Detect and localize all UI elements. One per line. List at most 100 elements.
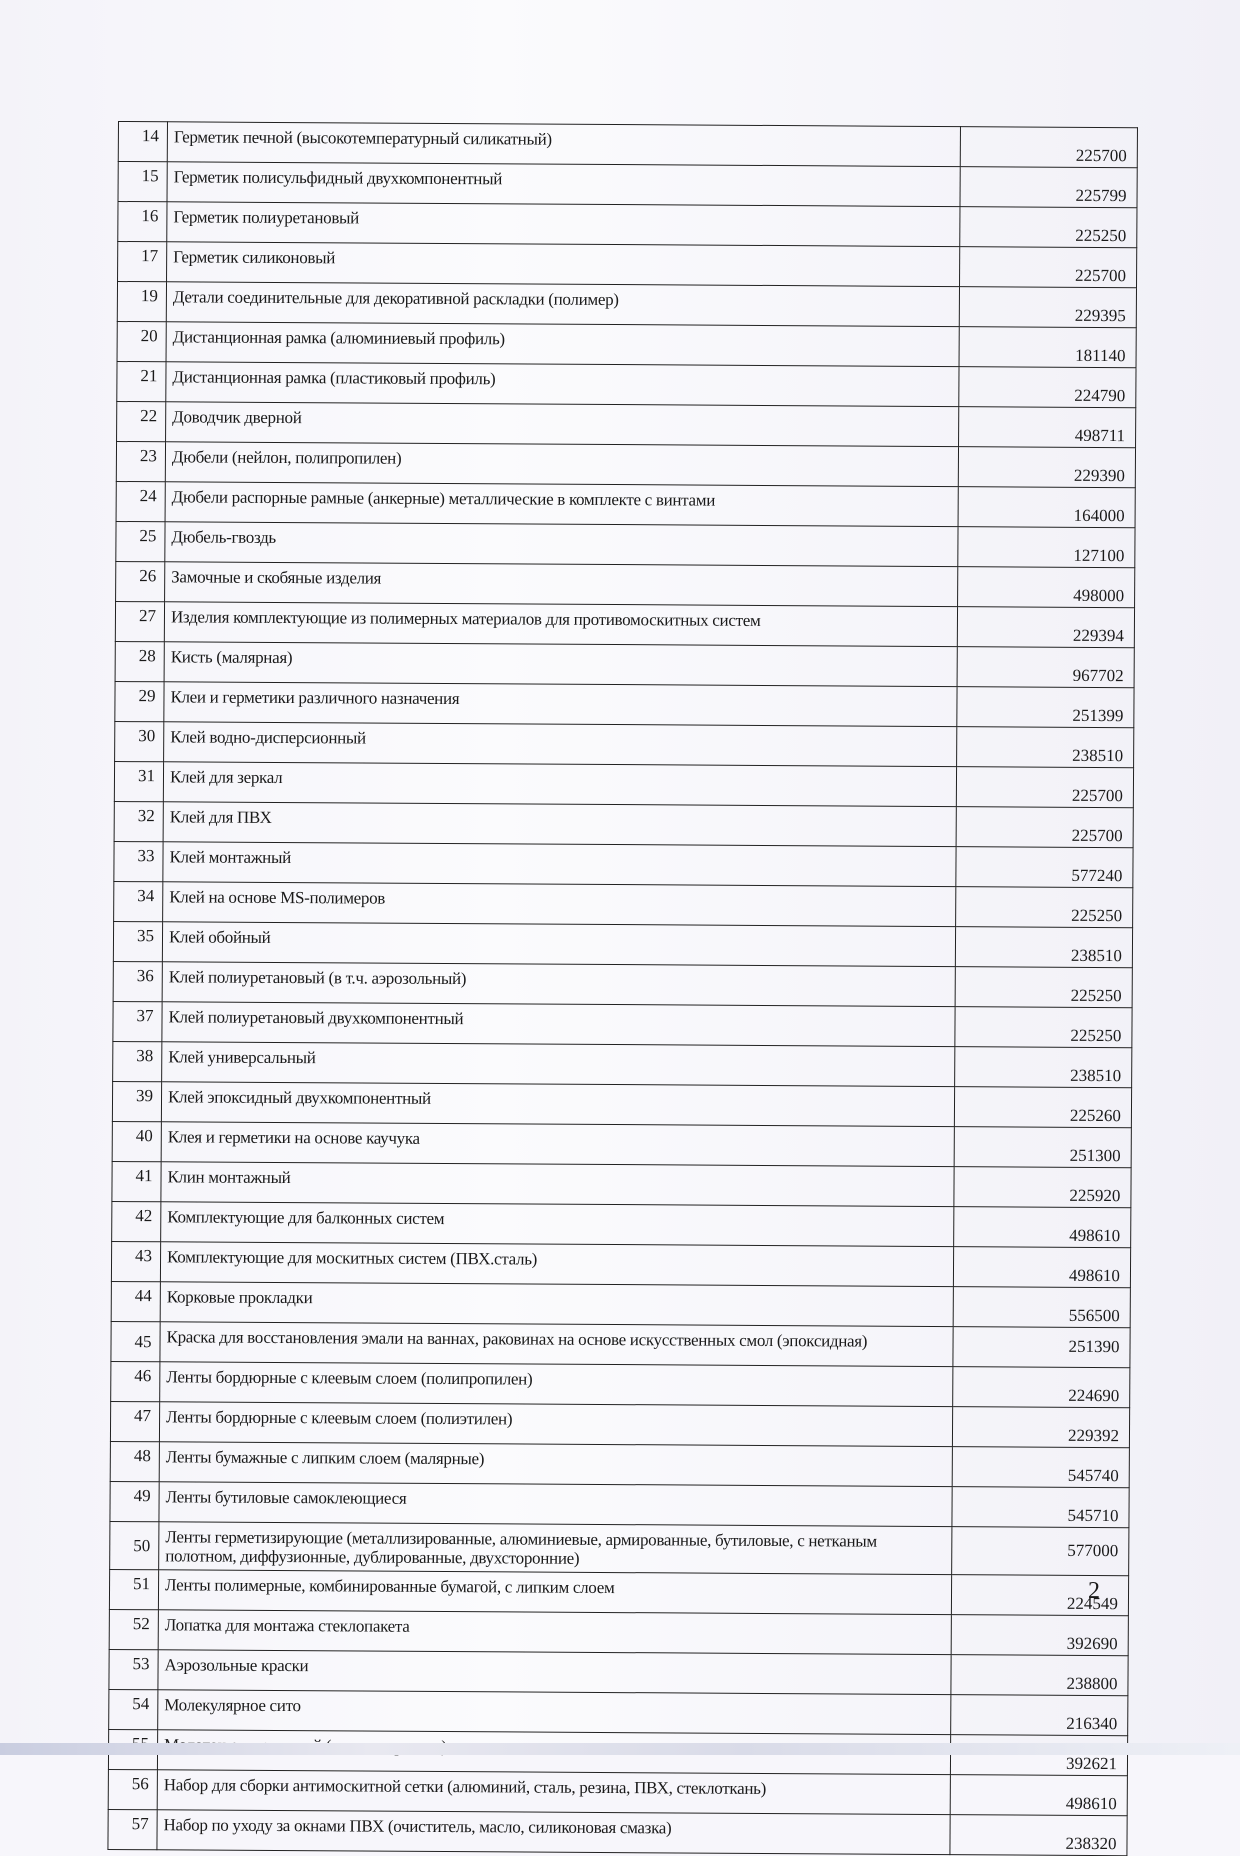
item-value: 225700 bbox=[956, 766, 1134, 808]
table-row: 31 Клей для зеркал 225700 bbox=[114, 761, 1134, 808]
row-number: 39 bbox=[112, 1081, 162, 1122]
item-value: 225250 bbox=[954, 1006, 1133, 1048]
row-number: 24 bbox=[116, 481, 166, 522]
item-name: Клей водно-дисперсионный bbox=[163, 721, 957, 767]
item-value: 251390 bbox=[952, 1326, 1131, 1368]
table-row: 54 Молекулярное сито 216340 bbox=[108, 1689, 1128, 1736]
table-row: 28 Кисть (малярная) 967702 bbox=[115, 641, 1135, 688]
item-value: 392690 bbox=[951, 1614, 1129, 1656]
item-name: Лопатка для монтажа стеклопакета bbox=[158, 1609, 952, 1655]
table-row: 34 Клей на основе MS-полимеров 225250 bbox=[113, 881, 1133, 928]
table-row: 33 Клей монтажный 577240 bbox=[113, 841, 1134, 888]
item-name: Клин монтажный bbox=[160, 1161, 955, 1207]
row-number: 21 bbox=[116, 361, 167, 402]
item-value: 238510 bbox=[956, 726, 1134, 768]
item-name: Детали соединительные для декоративной р… bbox=[166, 281, 960, 327]
table-row: 27 Изделия комплектующие из полимерных ма… bbox=[115, 601, 1135, 648]
item-name: Ленты бордюрные с клеевым слоем (полипро… bbox=[159, 1361, 953, 1407]
item-value: 225260 bbox=[954, 1086, 1132, 1128]
row-number: 40 bbox=[112, 1121, 162, 1162]
item-value: 498610 bbox=[953, 1206, 1131, 1248]
row-number: 54 bbox=[108, 1689, 158, 1730]
item-name: Краска для восстановления эмали на ванна… bbox=[159, 1321, 954, 1367]
item-value: 229395 bbox=[959, 286, 1137, 328]
row-number: 56 bbox=[108, 1769, 158, 1810]
item-name: Дистанционная рамка (алюминиевый профиль… bbox=[166, 321, 960, 367]
item-name: Ленты полимерные, комбинированные бумаго… bbox=[158, 1569, 952, 1615]
item-name: Клей для зеркал bbox=[163, 761, 957, 807]
item-name: Клей на основе MS-полимеров bbox=[162, 881, 956, 927]
row-number: 45 bbox=[110, 1321, 161, 1362]
table-row: 40 Клея и герметики на основе каучука 2513… bbox=[112, 1121, 1132, 1168]
item-name: Герметик силиконовый bbox=[166, 241, 960, 287]
row-number: 22 bbox=[116, 401, 166, 442]
table-row: 49 Ленты бутиловые самоклеющиеся 545710 bbox=[109, 1481, 1130, 1528]
row-number: 43 bbox=[111, 1241, 161, 1282]
row-number: 46 bbox=[110, 1361, 160, 1402]
row-number: 26 bbox=[115, 561, 165, 602]
row-number: 20 bbox=[117, 321, 167, 362]
item-value: 225700 bbox=[956, 806, 1134, 848]
item-value: 251300 bbox=[954, 1126, 1132, 1168]
table-row: 45 Краска для восстановления эмали на ван… bbox=[110, 1321, 1131, 1368]
table-row: 17 Герметик силиконовый 225700 bbox=[117, 241, 1137, 288]
item-name: Изделия комплектующие из полимерных мате… bbox=[164, 601, 958, 647]
table-row: 32 Клей для ПВХ 225700 bbox=[114, 801, 1134, 848]
row-number: 31 bbox=[114, 761, 164, 802]
table-row: 21 Дистанционная рамка (пластиковый профи… bbox=[116, 361, 1137, 408]
item-value: 225799 bbox=[959, 166, 1138, 208]
item-value: 225250 bbox=[959, 206, 1137, 248]
item-value: 545740 bbox=[952, 1446, 1130, 1488]
item-name: Замочные и скобяные изделия bbox=[164, 561, 958, 607]
row-number: 49 bbox=[109, 1481, 160, 1522]
item-value: 225920 bbox=[953, 1166, 1132, 1208]
table-row: 42 Комплектующие для балконных систем 4986… bbox=[111, 1201, 1131, 1248]
table-row: 48 Ленты бумажные с липким слоем (малярны… bbox=[110, 1441, 1130, 1488]
table-row: 26 Замочные и скобяные изделия 498000 bbox=[115, 561, 1135, 608]
table-row: 44 Корковые прокладки 556500 bbox=[111, 1281, 1131, 1328]
item-value: 577240 bbox=[955, 846, 1134, 888]
item-value: 225700 bbox=[959, 246, 1137, 288]
table-row: 41 Клин монтажный 225920 bbox=[111, 1161, 1132, 1208]
table-row: 23 Дюбели (нейлон, полипропилен) 229390 bbox=[116, 441, 1136, 488]
item-name: Герметик печной (высокотемпературный сил… bbox=[167, 121, 961, 167]
table-row: 14 Герметик печной (высокотемпературный с… bbox=[118, 121, 1138, 168]
item-name: Ленты бутиловые самоклеющиеся bbox=[158, 1481, 953, 1527]
table-row: 51 Ленты полимерные, комбинированные бума… bbox=[109, 1569, 1129, 1616]
item-name: Набор для сборки антимоскитной сетки (ал… bbox=[157, 1769, 951, 1815]
row-number: 51 bbox=[109, 1569, 159, 1610]
item-value: 216340 bbox=[950, 1694, 1128, 1736]
item-name: Клей для ПВХ bbox=[163, 801, 957, 847]
item-value: 224690 bbox=[952, 1366, 1130, 1408]
table-row: 50 Ленты герметизирующие (металлизированн… bbox=[109, 1521, 1129, 1576]
row-number: 15 bbox=[118, 161, 168, 202]
row-number: 28 bbox=[115, 641, 165, 682]
item-value: 164000 bbox=[958, 486, 1136, 528]
row-number: 48 bbox=[110, 1441, 160, 1482]
row-number: 14 bbox=[118, 121, 168, 162]
row-number: 16 bbox=[117, 201, 168, 242]
row-number: 37 bbox=[112, 1001, 163, 1042]
table-row: 53 Аэрозольные краски 238800 bbox=[108, 1649, 1129, 1696]
item-name: Клей монтажный bbox=[162, 841, 957, 887]
table-row: 16 Герметик полиуретановый 225250 bbox=[117, 201, 1137, 248]
item-name: Кисть (малярная) bbox=[164, 641, 958, 687]
item-name: Комплектующие для балконных систем bbox=[160, 1201, 954, 1247]
row-number: 57 bbox=[107, 1809, 158, 1850]
table-row: 22 Доводчик дверной 498711 bbox=[116, 401, 1136, 448]
scanned-page bbox=[0, 0, 1240, 1755]
row-number: 35 bbox=[113, 921, 163, 962]
table-row: 37 Клей полиуретановый двухкомпонентный 22… bbox=[112, 1001, 1133, 1048]
row-number: 30 bbox=[114, 721, 164, 762]
row-number: 34 bbox=[113, 881, 163, 922]
item-value: 238510 bbox=[954, 1046, 1132, 1088]
row-number: 17 bbox=[117, 241, 167, 282]
item-name: Ленты бордюрные с клеевым слоем (полиэти… bbox=[159, 1401, 953, 1447]
item-name: Дистанционная рамка (пластиковый профиль… bbox=[165, 361, 960, 407]
table-row: 47 Ленты бордюрные с клеевым слоем (полиэ… bbox=[110, 1401, 1130, 1448]
item-name: Доводчик дверной bbox=[165, 401, 959, 447]
row-number: 23 bbox=[116, 441, 166, 482]
price-table: 14 Герметик печной (высокотемпературный с… bbox=[107, 121, 1138, 1856]
row-number: 47 bbox=[110, 1401, 160, 1442]
item-name: Клея и герметики на основе каучука bbox=[161, 1121, 955, 1167]
